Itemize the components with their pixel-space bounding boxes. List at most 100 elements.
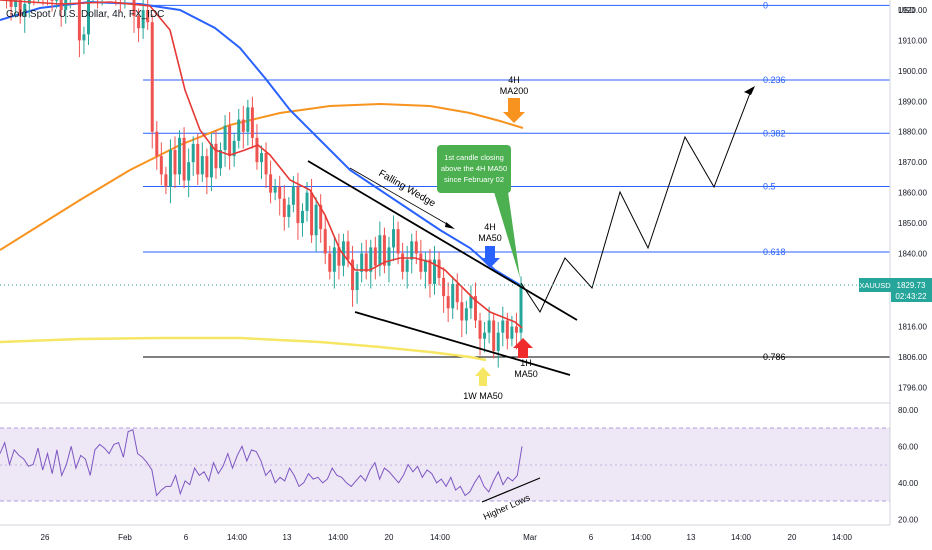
candle-body <box>510 326 514 339</box>
time-tick-label: 14:00 <box>430 533 451 542</box>
price-tick-label: 1910.00 <box>898 36 927 45</box>
candle-body <box>173 150 177 175</box>
currency-label: USD <box>898 6 915 15</box>
candle-body <box>460 302 464 321</box>
wedge-lower-line[interactable] <box>354 311 571 376</box>
candle-body <box>364 253 368 272</box>
candle-body <box>414 241 418 254</box>
candle-body <box>487 320 491 333</box>
candle-body <box>232 140 236 157</box>
red-up-arrow-icon <box>513 338 533 358</box>
candle-body <box>159 156 163 175</box>
candle-body <box>387 247 391 266</box>
projection-arrow-head <box>744 86 755 95</box>
candle-body <box>214 143 218 169</box>
rsi-line <box>0 429 523 497</box>
candle-body <box>369 247 373 272</box>
time-tick-label: Mar <box>523 533 537 542</box>
candle-body <box>473 296 477 321</box>
ma200-marker: 4H MA200 <box>500 75 529 123</box>
price-axis-ticks[interactable]: 1920.00 1910.00 1900.00 1890.00 1880.00 1870.… <box>898 6 927 392</box>
price-axis-background <box>890 0 932 550</box>
candle-body <box>492 320 496 351</box>
candle-body <box>451 283 455 309</box>
wedge-arrow-head <box>445 222 455 229</box>
fib-label-0-618: 0.236 <box>763 75 786 85</box>
yellow-up-arrow-icon <box>475 367 491 386</box>
time-tick-label: 6 <box>589 533 594 542</box>
candle-body <box>410 241 414 260</box>
time-tick-label: 6 <box>184 533 189 542</box>
ma50-upper-label-line2: MA50 <box>478 233 502 243</box>
ma50-lower-marker: 1H MA50 <box>513 338 538 379</box>
ma50-upper-label-line1: 4H <box>484 222 496 232</box>
candle-body <box>355 271 359 291</box>
candle-body <box>469 296 473 309</box>
candle-body <box>18 0 22 17</box>
rsi-higher-lows-trendline <box>481 477 541 503</box>
blue-down-arrow-icon <box>480 246 500 268</box>
callout-bubble[interactable]: 1st candle closing above the 4H MA50 sin… <box>437 145 520 278</box>
candle-body <box>300 210 304 224</box>
candle-body <box>310 192 314 236</box>
time-tick-label: 26 <box>41 533 50 542</box>
current-price-tag[interactable]: XAUUSD 1829.73 02:43:22 <box>859 278 932 302</box>
candle-body <box>64 0 68 10</box>
candle-body <box>505 320 509 339</box>
price-tick-label: 1840.00 <box>898 250 927 259</box>
candle-body <box>496 332 500 351</box>
candle-body <box>423 259 427 272</box>
rsi-tick-label: 40.00 <box>898 479 919 488</box>
ma200-label-line2: MA200 <box>500 86 529 96</box>
candle-body <box>219 150 223 169</box>
time-tick-label: Feb <box>118 533 132 542</box>
candle-body <box>305 192 309 211</box>
candle-body <box>464 308 468 321</box>
candle-body <box>146 9 150 23</box>
candle-body <box>23 3 27 17</box>
candle-body <box>514 326 518 333</box>
candle-body <box>87 0 90 35</box>
candle-body <box>428 259 432 284</box>
price-tick-label: 1890.00 <box>898 97 927 106</box>
candle-body <box>382 235 386 266</box>
candle-body <box>255 137 259 163</box>
time-axis-ticks[interactable]: 26 Feb 6 14:00 13 14:00 20 14:00 Mar 6 14:00 13 14:0… <box>41 533 853 542</box>
candle-body <box>182 137 186 181</box>
candle-body <box>351 259 355 291</box>
candle-body <box>519 283 523 333</box>
candle-body <box>332 247 336 272</box>
candle-body <box>269 174 273 193</box>
candle-body <box>323 229 327 254</box>
weekly-ma50-line <box>0 336 487 362</box>
price-tick-label: 1900.00 <box>898 67 927 76</box>
projection-path[interactable] <box>520 87 753 314</box>
candle-body <box>378 235 382 266</box>
time-tick-label: 20 <box>385 533 394 542</box>
candle-body <box>223 125 227 151</box>
candle-body <box>401 253 405 272</box>
candle-body <box>250 107 254 138</box>
callout-line2: above the 4H MA50 <box>441 164 507 173</box>
rsi-axis-ticks[interactable]: 80.00 60.00 40.00 20.00 <box>898 406 919 525</box>
price-tick-label: 1920.00 <box>898 6 927 15</box>
candle-body <box>373 247 377 266</box>
fib-retracement[interactable]: 0.786 0.618 0.5 0.382 0.236 0 <box>143 0 890 362</box>
candle-body <box>77 0 81 41</box>
candle-body <box>205 156 209 178</box>
candle-body <box>287 204 291 217</box>
candle-body <box>196 143 200 175</box>
candle-body <box>346 241 350 260</box>
fib-label-0-786: 0 <box>763 0 768 10</box>
candle-body <box>187 162 191 181</box>
symbol-tag <box>859 278 891 292</box>
candle-body <box>433 259 436 284</box>
time-tick-label: 14:00 <box>227 533 248 542</box>
ma-short-red-line <box>0 0 523 329</box>
wedge-upper-line[interactable] <box>307 160 578 321</box>
fib-label-0-236: 0.618 <box>763 247 786 257</box>
candle-body <box>260 153 263 163</box>
symbol-title[interactable]: Gold Spot / U.S. Dollar, 4h, FX_IDC <box>6 9 164 20</box>
ma200-line <box>0 102 524 251</box>
